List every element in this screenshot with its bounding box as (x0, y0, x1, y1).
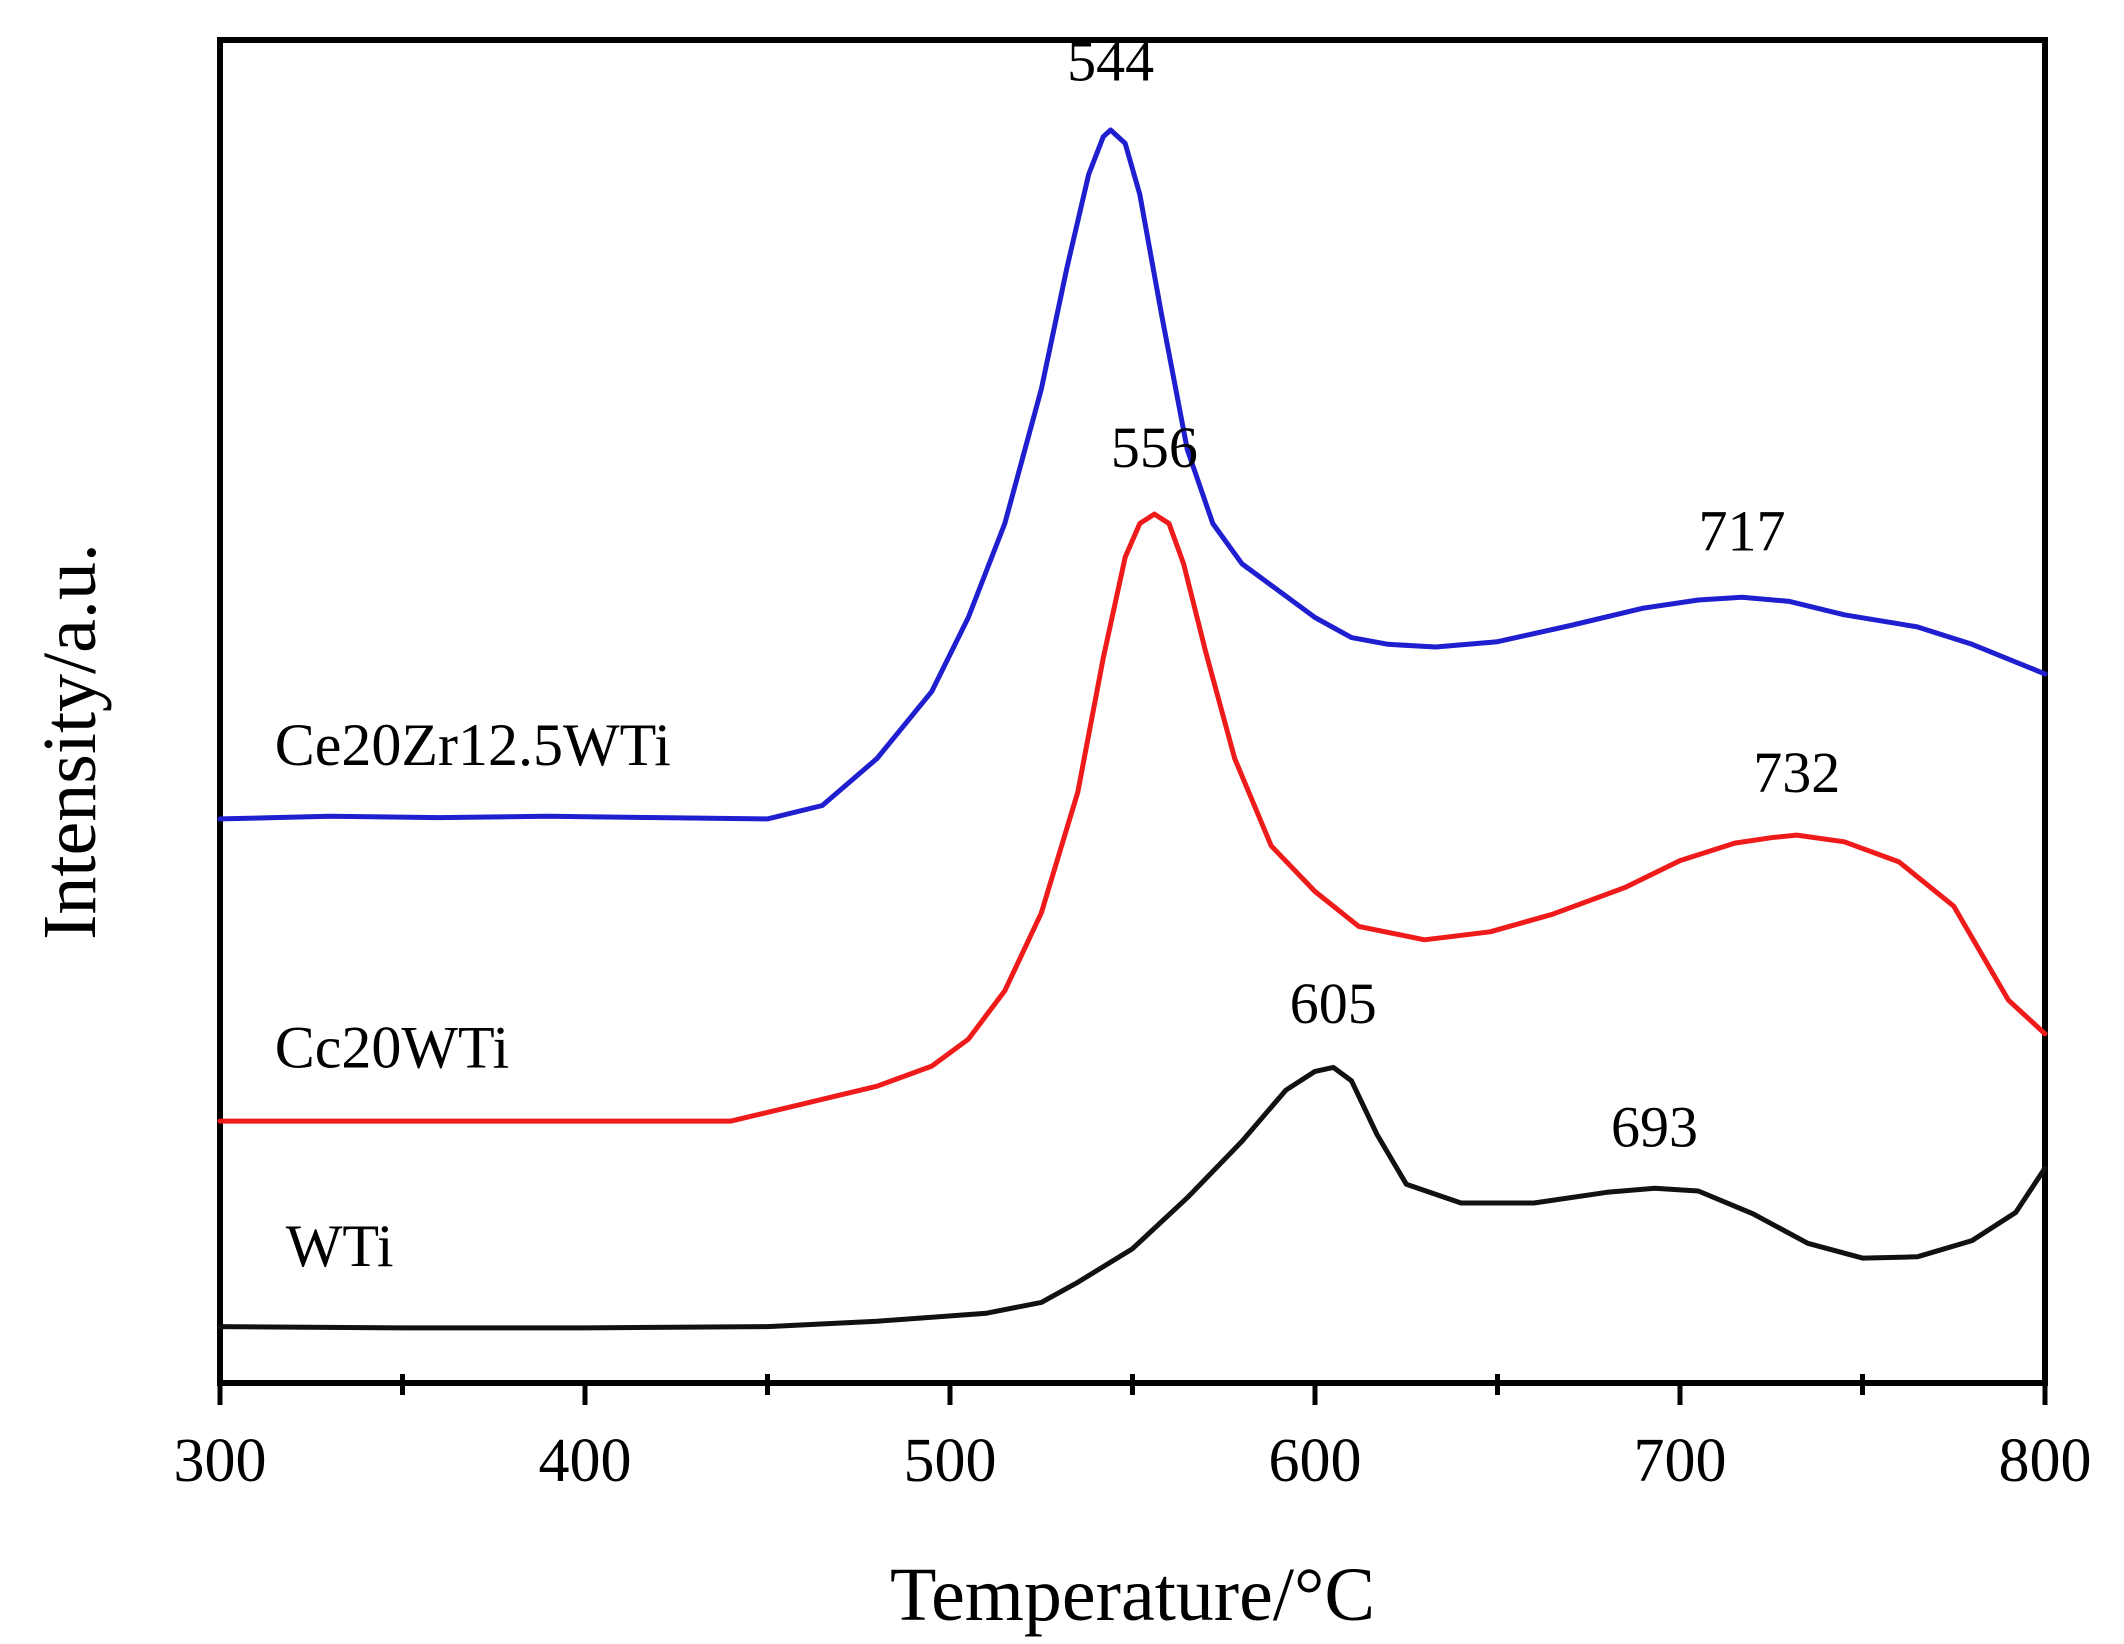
series-label: Cc20WTi (275, 1014, 510, 1080)
x-tick-label: 600 (1269, 1427, 1362, 1495)
series-line-ce20wti (217, 511, 2048, 1124)
x-tick-label: 500 (904, 1427, 997, 1495)
x-tick-label: 300 (174, 1427, 267, 1495)
series-labels: Ce20Zr12.5WTi Cc20WTi WTi (275, 712, 671, 1279)
peak-annotations: 544 717 556 732 605 693 (1067, 28, 1840, 1159)
peak-label: 717 (1699, 498, 1786, 563)
peak-label: 693 (1611, 1095, 1698, 1160)
x-tick-label: 700 (1634, 1427, 1727, 1495)
series-line-wti (217, 1064, 2048, 1331)
x-tick-label: 400 (539, 1427, 632, 1495)
y-axis-title: Intensity/a.u. (28, 543, 112, 940)
series-label: WTi (286, 1213, 394, 1279)
series-layer (217, 127, 2048, 1331)
peak-label: 556 (1111, 415, 1198, 480)
peak-label: 605 (1290, 971, 1377, 1036)
x-axis-title: Temperature/°C (890, 1553, 1375, 1637)
peak-label: 732 (1753, 740, 1840, 805)
series-line-ce20zr12-5wti (217, 127, 2048, 822)
x-ticks: 300 400 500 600 700 800 (174, 1374, 2092, 1495)
peak-label: 544 (1067, 28, 1154, 93)
series-label: Ce20Zr12.5WTi (275, 712, 671, 778)
x-tick-label: 800 (1999, 1427, 2092, 1495)
